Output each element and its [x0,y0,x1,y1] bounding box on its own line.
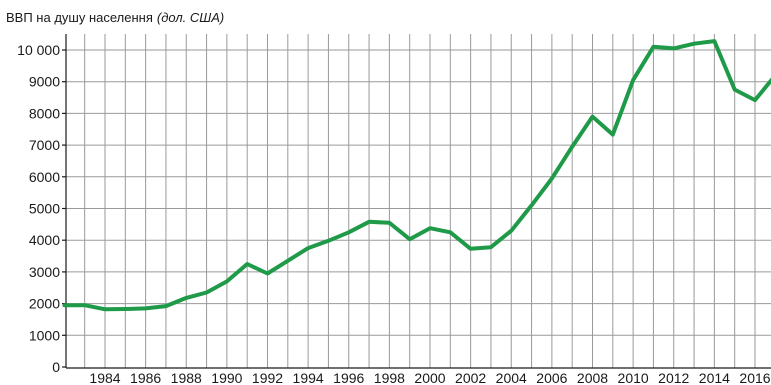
y-tick-label: 1000 [29,327,60,343]
x-tick-label: 2014 [699,370,730,385]
axes [62,34,771,369]
y-tick-label: 2000 [29,296,60,312]
y-tick-label: 7000 [29,137,60,153]
series-layer [62,39,771,312]
gdp-series-line [62,39,771,312]
x-tick-label: 2016 [739,370,770,385]
y-tick-label: 0 [52,359,60,375]
x-tick-label: 2008 [577,370,608,385]
chart-title-main: ВВП на душу населення [6,10,153,25]
x-tick-label: 2004 [496,370,527,385]
x-tick-label: 1986 [130,370,161,385]
y-tick-label: 5000 [29,201,60,217]
chart-title-unit: (дол. США) [157,10,224,25]
x-tick-label: 1996 [333,370,364,385]
y-tick-label: 6000 [29,169,60,185]
y-tick-label: 4000 [29,232,60,248]
x-tick-label: 1992 [252,370,283,385]
x-tick-label: 2006 [536,370,567,385]
y-tick-label: 3000 [29,264,60,280]
x-tick-label: 1988 [171,370,202,385]
chart-title: ВВП на душу населення (дол. США) [6,10,224,25]
x-tick-label: 2002 [455,370,486,385]
y-tick-label: 9000 [29,74,60,90]
x-tick-label: 2000 [414,370,445,385]
x-tick-label: 1984 [89,370,120,385]
x-tick-label: 2012 [658,370,689,385]
y-tick-labels: 0 1000 2000 3000 4000 5000 6000 7000 8000 9000 10 … [17,42,60,375]
y-tick-label: 8000 [29,105,60,121]
x-tick-label: 2010 [618,370,649,385]
y-tick-label: 10 000 [17,42,60,58]
x-tick-label: 1998 [374,370,405,385]
x-tick-labels: 1984 1986 1988 1990 1992 1994 1996 1998 2000 2002… [89,370,770,385]
x-tick-label: 1994 [293,370,324,385]
x-tick-label: 1990 [211,370,242,385]
grid-lines [66,34,771,368]
